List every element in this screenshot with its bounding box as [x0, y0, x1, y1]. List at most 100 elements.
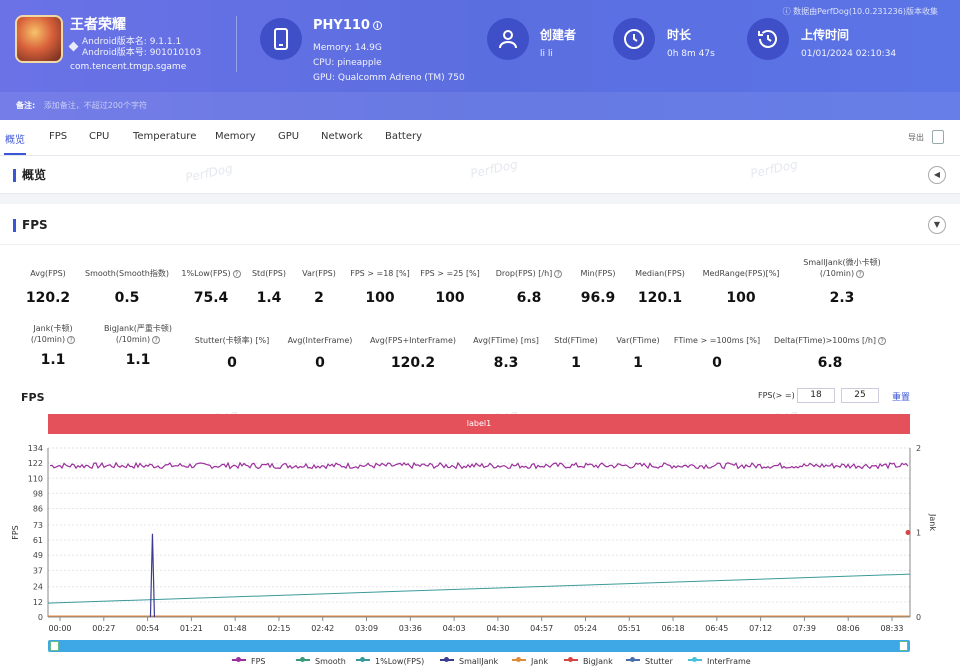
bigjank-marker — [905, 530, 911, 535]
remark-field[interactable]: 备注: 添加备注，不超过200个字符 — [0, 92, 960, 120]
stat-var-fps: Var(FPS) 2 — [296, 268, 342, 306]
scroll-handle-right[interactable] — [899, 641, 908, 651]
label-bar[interactable]: label1 — [48, 414, 910, 434]
help-icon[interactable]: ? — [67, 336, 76, 344]
stat-value: 75.4 — [193, 290, 229, 306]
reset-button[interactable]: 重置 — [892, 393, 911, 403]
collector-note: ⓘ 数据由PerfDog(10.0.231236)版本收集 — [782, 7, 938, 16]
info-icon[interactable]: i — [372, 21, 382, 30]
stat-value: 100 — [435, 290, 465, 306]
legend-item[interactable]: SmallJank — [440, 657, 498, 666]
tab-memory[interactable]: Memory — [215, 131, 256, 142]
tab-network[interactable]: Network — [321, 131, 363, 142]
y2-tick-label: 0 — [916, 613, 921, 622]
android-version: Android版本名: 9.1.1.1 — [82, 37, 182, 47]
fps-chart[interactable]: 01224374961738698110122134012FPSJank00:0… — [0, 438, 960, 640]
help-icon[interactable]: ? — [878, 337, 887, 345]
stat-label: SmallJank(微小卡顿) — [803, 258, 881, 267]
time-range-scrollbar[interactable] — [48, 640, 910, 652]
stat-drop-fps: Drop(FPS) [/h]? 6.8 — [490, 268, 568, 306]
x-tick-label: 07:12 — [749, 624, 772, 633]
stat-value: 1.4 — [256, 290, 282, 306]
stat-value: 8.3 — [493, 355, 519, 371]
legend-item[interactable]: Smooth — [296, 657, 346, 666]
header-divider — [236, 16, 237, 72]
x-tick-label: 01:48 — [224, 624, 247, 633]
stat-std-fps: Std(FPS) 1.4 — [246, 268, 292, 306]
remark-label: 备注: — [16, 101, 36, 110]
legend-swatch — [232, 657, 246, 662]
watermark: PerfDog — [184, 161, 234, 185]
fps-section: FPS ▼ PerfDog PerfDog PerfDog — [0, 204, 960, 669]
fps-threshold-input-1[interactable]: 18 — [797, 388, 835, 403]
export-icon[interactable] — [932, 130, 944, 144]
stat-label: Avg(InterFrame) — [287, 336, 353, 345]
duration-value: 0h 8m 47s — [667, 49, 715, 59]
stat-median-fps: Median(FPS) 120.1 — [628, 268, 692, 306]
tab-battery[interactable]: Battery — [385, 131, 423, 142]
legend-item[interactable]: InterFrame — [688, 657, 751, 666]
help-icon[interactable]: ? — [232, 270, 241, 278]
tab-cpu[interactable]: CPU — [89, 131, 110, 142]
fps-collapse-button[interactable]: ▼ — [928, 216, 946, 234]
y-tick-label: 73 — [33, 521, 43, 530]
tab-bar: 概览 FPS CPU Temperature Memory GPU Networ… — [0, 120, 960, 156]
export-button[interactable]: 导出 — [908, 133, 924, 142]
stat-label: Avg(FPS+InterFrame) — [370, 336, 456, 345]
x-tick-label: 00:00 — [48, 624, 71, 633]
stat-label: Median(FPS) — [635, 269, 685, 278]
y2-tick-label: 2 — [916, 444, 921, 453]
chart-legend: FPS Smooth 1%Low(FPS) SmallJank Jank BigJank S… — [0, 656, 960, 669]
app-icon — [15, 15, 63, 63]
x-tick-label: 08:06 — [837, 624, 860, 633]
tab-fps[interactable]: FPS — [49, 131, 68, 142]
stat-label: Stutter(卡顿率) [%] — [194, 336, 270, 345]
legend-item[interactable]: 1%Low(FPS) — [356, 657, 424, 666]
help-icon[interactable]: ? — [554, 270, 563, 278]
stat-label-unit: (/10min)? — [88, 334, 188, 345]
stat-label-unit: (/10min)? — [18, 334, 88, 345]
help-icon[interactable]: ? — [152, 336, 161, 344]
clock-icon — [613, 18, 655, 60]
legend-item[interactable]: Jank — [512, 657, 548, 666]
stat-medrange-fps: MedRange(FPS)[%] 100 — [698, 268, 784, 306]
fps-threshold-input-2[interactable]: 25 — [841, 388, 879, 403]
legend-label: SmallJank — [459, 657, 499, 666]
legend-label: InterFrame — [707, 657, 751, 666]
creator-value: li li — [540, 49, 553, 59]
device-cpu: CPU: pineapple — [313, 58, 382, 68]
x-tick-label: 05:24 — [574, 624, 597, 633]
overview-title: 概览 — [13, 169, 46, 182]
tab-gpu[interactable]: GPU — [278, 131, 300, 142]
stat-value: 2 — [314, 290, 324, 306]
y-tick-label: 12 — [33, 598, 43, 607]
help-icon[interactable]: ? — [856, 270, 865, 278]
scroll-handle-left[interactable] — [50, 641, 59, 651]
x-tick-label: 05:51 — [618, 624, 641, 633]
legend-item[interactable]: BigJank — [564, 657, 613, 666]
tab-temperature[interactable]: Temperature — [133, 131, 197, 142]
x-tick-label: 00:54 — [136, 624, 159, 633]
stat-label-unit: (/10min)? — [786, 268, 898, 279]
upload-title: 上传时间 — [801, 28, 850, 42]
x-tick-label: 06:18 — [662, 624, 685, 633]
stat-value: 0 — [227, 355, 237, 371]
android-icon — [68, 41, 79, 52]
stat-value: 1 — [633, 355, 643, 371]
legend-label: 1%Low(FPS) — [375, 657, 425, 666]
legend-item[interactable]: Stutter — [626, 657, 673, 666]
stat-label: Drop(FPS) [/h]? — [490, 268, 568, 279]
stat-value: 120.1 — [637, 290, 683, 306]
y-tick-label: 61 — [33, 536, 43, 545]
overview-collapse-button[interactable]: ◀ — [928, 166, 946, 184]
device-memory: Memory: 14.9G — [313, 43, 382, 53]
legend-label: Stutter — [645, 657, 673, 666]
chart-title: FPS — [21, 391, 45, 404]
legend-label: FPS — [251, 657, 266, 666]
tab-overview[interactable]: 概览 — [5, 135, 25, 146]
stat-min-fps: Min(FPS) 96.9 — [572, 268, 624, 306]
legend-item[interactable]: FPS — [232, 657, 266, 666]
stat-value: 120.2 — [390, 355, 436, 371]
stat-label: FTime > =100ms [%] — [673, 336, 761, 345]
x-tick-label: 00:27 — [92, 624, 115, 633]
